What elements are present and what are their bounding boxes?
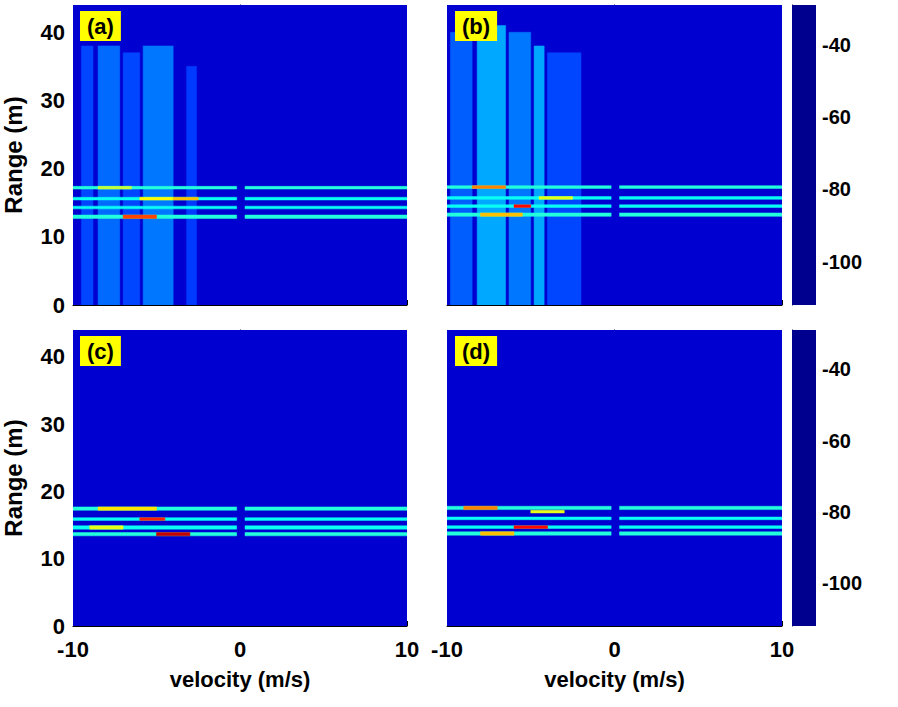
svg-text:-100: -100 xyxy=(822,572,862,594)
svg-text:0: 0 xyxy=(234,637,246,662)
svg-text:-10: -10 xyxy=(431,637,463,662)
svg-text:(d): (d) xyxy=(462,339,490,364)
svg-text:10: 10 xyxy=(770,637,794,662)
svg-text:Range (m): Range (m) xyxy=(0,96,27,213)
svg-text:-60: -60 xyxy=(822,430,851,452)
svg-text:-40: -40 xyxy=(822,358,851,380)
svg-text:10: 10 xyxy=(41,546,65,571)
svg-text:Range (m): Range (m) xyxy=(0,419,27,536)
svg-text:30: 30 xyxy=(41,412,65,437)
svg-text:-100: -100 xyxy=(822,251,862,273)
svg-text:(c): (c) xyxy=(87,339,114,364)
svg-text:-80: -80 xyxy=(822,501,851,523)
svg-text:-10: -10 xyxy=(57,637,89,662)
svg-text:20: 20 xyxy=(41,479,65,504)
svg-text:(b): (b) xyxy=(462,14,490,39)
svg-text:0: 0 xyxy=(53,293,65,318)
svg-text:velocity (m/s): velocity (m/s) xyxy=(544,667,685,692)
svg-text:40: 40 xyxy=(41,344,65,369)
svg-text:20: 20 xyxy=(41,156,65,181)
svg-text:-60: -60 xyxy=(822,106,851,128)
svg-text:-80: -80 xyxy=(822,178,851,200)
svg-text:30: 30 xyxy=(41,88,65,113)
svg-text:-40: -40 xyxy=(822,34,851,56)
svg-text:40: 40 xyxy=(41,20,65,45)
svg-text:0: 0 xyxy=(53,614,65,639)
svg-text:10: 10 xyxy=(395,637,419,662)
svg-text:0: 0 xyxy=(608,637,620,662)
svg-text:velocity (m/s): velocity (m/s) xyxy=(170,667,311,692)
svg-text:10: 10 xyxy=(41,224,65,249)
svg-text:(a): (a) xyxy=(87,14,114,39)
